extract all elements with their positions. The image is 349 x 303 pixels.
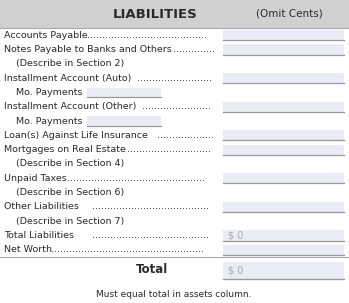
Bar xyxy=(223,102,344,112)
Text: ..............: .............. xyxy=(173,45,215,54)
Text: Loan(s) Against Life Insurance: Loan(s) Against Life Insurance xyxy=(4,131,148,140)
Text: Must equal total in assets column.: Must equal total in assets column. xyxy=(96,290,252,299)
Text: LIABILITIES: LIABILITIES xyxy=(113,8,198,21)
Text: ........................................: ........................................ xyxy=(87,31,207,40)
Text: Mo. Payments: Mo. Payments xyxy=(4,117,82,125)
Text: Total: Total xyxy=(136,263,168,276)
Bar xyxy=(0,257,349,303)
Text: Other Liabilities: Other Liabilities xyxy=(4,202,79,211)
Text: Accounts Payable: Accounts Payable xyxy=(4,31,88,40)
Text: .......................................: ....................................... xyxy=(92,202,209,211)
Bar xyxy=(223,73,344,83)
Bar xyxy=(223,145,344,155)
Text: ............................: ............................ xyxy=(127,145,211,154)
Text: (Describe in Section 6): (Describe in Section 6) xyxy=(4,188,124,197)
Text: Mo. Payments: Mo. Payments xyxy=(4,88,82,97)
Bar xyxy=(223,130,344,141)
Text: (Describe in Section 2): (Describe in Section 2) xyxy=(4,59,124,68)
Bar xyxy=(223,230,344,241)
Text: (Describe in Section 7): (Describe in Section 7) xyxy=(4,217,124,226)
Text: .......................................: ....................................... xyxy=(92,231,209,240)
Text: (Omit Cents): (Omit Cents) xyxy=(255,9,322,19)
Bar xyxy=(87,88,161,97)
Text: ..............................................: ........................................… xyxy=(67,174,205,183)
Text: Unpaid Taxes: Unpaid Taxes xyxy=(4,174,67,183)
Bar xyxy=(223,245,344,255)
Bar xyxy=(0,0,349,28)
Text: Notes Payable to Banks and Others: Notes Payable to Banks and Others xyxy=(4,45,172,54)
Text: Installment Account (Auto): Installment Account (Auto) xyxy=(4,74,131,83)
Text: $ 0: $ 0 xyxy=(228,231,243,241)
Bar xyxy=(223,173,344,183)
Bar xyxy=(0,28,349,257)
Bar xyxy=(223,30,344,40)
Text: Mortgages on Real Estate: Mortgages on Real Estate xyxy=(4,145,126,154)
Text: ...................: ................... xyxy=(157,131,215,140)
Text: .........................: ......................... xyxy=(137,74,212,83)
Text: (Describe in Section 4): (Describe in Section 4) xyxy=(4,159,124,168)
Bar xyxy=(87,116,161,126)
Bar xyxy=(223,44,344,55)
Text: Total Liabilities: Total Liabilities xyxy=(4,231,74,240)
Text: Installment Account (Other): Installment Account (Other) xyxy=(4,102,136,111)
Bar xyxy=(223,202,344,212)
Text: $ 0: $ 0 xyxy=(228,266,243,276)
Bar xyxy=(223,262,344,279)
Text: .......................: ....................... xyxy=(142,102,211,111)
Text: Net Worth: Net Worth xyxy=(4,245,52,254)
Text: ...................................................: ........................................… xyxy=(51,245,205,254)
